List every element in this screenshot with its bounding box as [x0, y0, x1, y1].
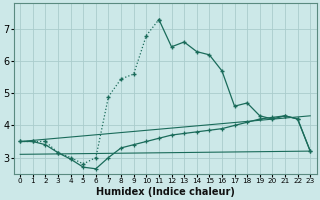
X-axis label: Humidex (Indice chaleur): Humidex (Indice chaleur): [96, 187, 235, 197]
